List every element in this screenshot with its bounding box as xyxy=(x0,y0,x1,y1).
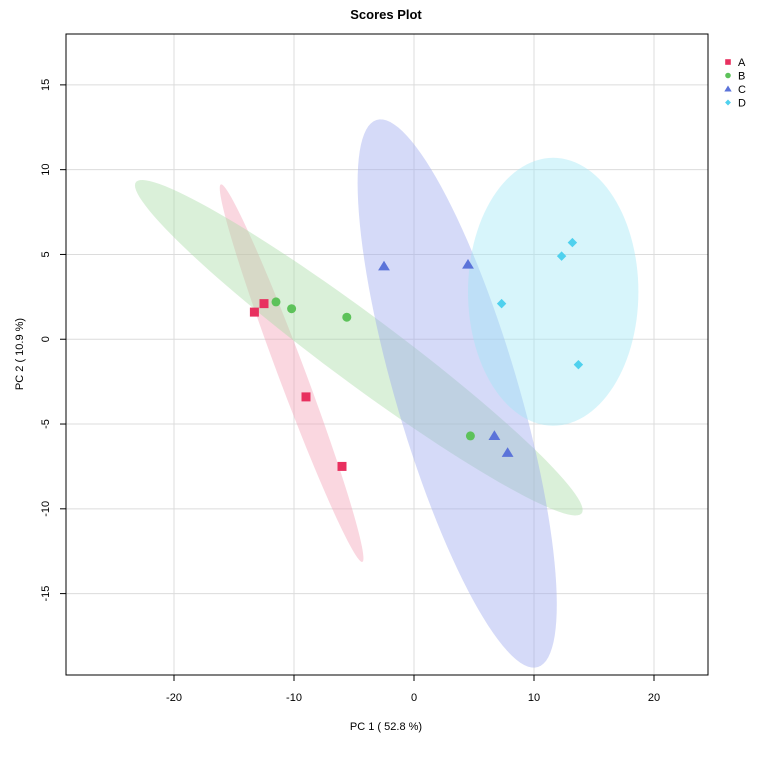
y-tick-label: -10 xyxy=(40,501,52,517)
plot-frame xyxy=(65,33,709,676)
x-tick-label: 10 xyxy=(528,692,540,704)
point-a-1 xyxy=(249,307,259,317)
chart-title: Scores Plot xyxy=(350,7,422,22)
point-a-2 xyxy=(259,299,269,309)
x-tick-label: -20 xyxy=(166,692,182,704)
x-tick-label: -10 xyxy=(286,692,302,704)
ellipse-group-d xyxy=(468,157,639,426)
y-tick-label: -15 xyxy=(40,586,52,602)
point-a-4 xyxy=(337,461,347,471)
point-d-3 xyxy=(567,237,578,248)
ellipse-group-a xyxy=(219,184,364,562)
point-c-3 xyxy=(488,430,501,440)
point-b-4 xyxy=(465,431,475,441)
grid-lines xyxy=(66,34,708,675)
legend-marker-d xyxy=(725,99,731,106)
point-d-2 xyxy=(556,251,567,261)
legend-label-c: C xyxy=(738,84,746,96)
legend-label-d: D xyxy=(738,98,746,110)
x-axis-ticks: -20 -10 0 10 20 xyxy=(166,675,660,704)
legend-marker-b xyxy=(725,72,731,79)
point-b-2 xyxy=(287,304,297,314)
data-points xyxy=(249,237,584,471)
y-tick-label: 0 xyxy=(40,336,52,342)
plot-background xyxy=(66,34,708,675)
legend-marker-c xyxy=(724,85,732,92)
legend-label-a: A xyxy=(738,57,746,69)
x-tick-label: 0 xyxy=(411,692,417,704)
point-c-2 xyxy=(462,258,474,269)
y-tick-label: 5 xyxy=(40,251,52,257)
point-c-4 xyxy=(501,447,514,457)
legend-label-b: B xyxy=(738,71,745,83)
x-axis-label: PC 1 ( 52.8 %) xyxy=(350,721,422,733)
point-b-1 xyxy=(271,297,281,307)
point-d-1 xyxy=(496,298,507,309)
point-a-3 xyxy=(301,392,311,402)
y-axis-label: PC 2 ( 10.9 %) xyxy=(14,318,26,390)
y-tick-label: 15 xyxy=(40,79,52,91)
legend-marker-a xyxy=(725,59,731,65)
y-tick-label: -5 xyxy=(40,419,52,429)
y-axis-ticks: -15 -10 -5 0 5 10 15 xyxy=(40,79,66,602)
point-d-4 xyxy=(573,359,584,370)
point-b-3 xyxy=(342,312,352,322)
point-c-1 xyxy=(378,260,390,271)
x-tick-label: 20 xyxy=(648,692,660,704)
y-tick-label: 10 xyxy=(40,164,52,176)
ellipse-group-c xyxy=(357,119,557,668)
